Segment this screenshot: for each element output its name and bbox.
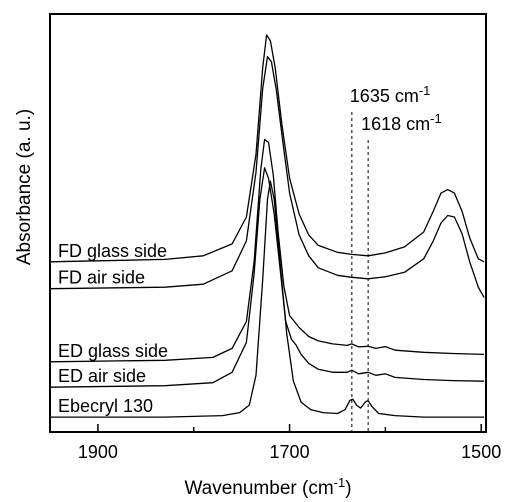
- series-line-1: [49, 56, 485, 298]
- series-label-2: ED glass side: [58, 341, 168, 361]
- x-tick-label-0: 1900: [78, 442, 118, 462]
- series-label-0: FD glass side: [58, 241, 167, 261]
- x-axis: 1900 1700 1500: [78, 424, 501, 462]
- series-line-2: [49, 138, 485, 363]
- reference-label-0: 1635 cm-1: [350, 83, 431, 106]
- x-tick-label-2: 1500: [461, 442, 501, 462]
- series-line-3: [49, 167, 485, 388]
- series-label-4: Ebecryl 130: [58, 396, 153, 416]
- series-curves: [49, 34, 485, 418]
- reference-lines: 1635 cm-1 1618 cm-1: [350, 83, 442, 432]
- plot-frame: [49, 13, 487, 433]
- x-axis-label: Wavenumber (cm-1): [184, 475, 351, 499]
- y-axis-label: Absorbance (a. u.): [14, 109, 35, 265]
- series-label-1: FD air side: [58, 268, 145, 288]
- series-labels: FD glass side FD air side ED glass side ED …: [58, 241, 168, 416]
- x-tick-label-1: 1700: [270, 442, 310, 462]
- series-line-0: [49, 34, 485, 263]
- series-line-4: [50, 180, 485, 418]
- series-label-3: ED air side: [58, 366, 146, 386]
- reference-label-1: 1618 cm-1: [361, 111, 442, 134]
